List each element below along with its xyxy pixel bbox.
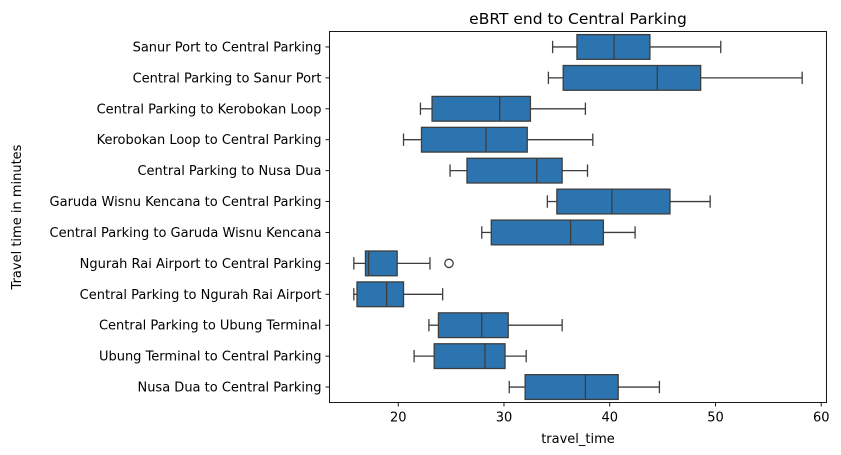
plot-frame [329,31,827,403]
box-group [546,188,711,215]
category-label: Ubung Terminal to Central Parking [99,350,322,365]
outlier-point [444,258,454,269]
box [356,281,405,308]
box-group [428,312,563,339]
x-tick-label: 60 [813,411,830,426]
category-label: Central Parking to Kerobokan Loop [97,102,322,117]
category-label: Central Parking to Sanur Port [133,71,322,86]
x-tick-label: 30 [496,411,513,426]
x-axis-title: travel_time [541,432,615,447]
x-tick-label: 20 [390,411,407,426]
box-group [551,33,722,60]
box [466,157,563,184]
box-group [353,250,454,277]
category-label: Sanur Port to Central Parking [133,40,322,55]
box [562,64,702,91]
box-group [481,219,636,246]
category-label: Central Parking to Nusa Dua [137,164,321,179]
box [433,343,506,370]
y-axis-title: Travel time in minutes [10,144,25,290]
category-label: Central Parking to Garuda Wisnu Kencana [50,226,322,241]
box [490,219,605,246]
box [420,126,528,153]
box [437,312,509,339]
box-group [449,157,589,184]
box [431,95,532,122]
x-tick-label: 50 [707,411,724,426]
box [524,374,619,401]
box-group [402,126,594,153]
box-group [353,281,444,308]
category-label: Central Parking to Ngurah Rai Airport [80,288,322,303]
chart-title: eBRT end to Central Parking [469,10,687,28]
y-axis-category-labels: Sanur Port to Central Parking Central Par… [50,40,330,396]
box [364,250,398,277]
box-group [413,343,527,370]
category-label: Central Parking to Ubung Terminal [99,319,322,334]
x-axis: 20 30 40 50 60 [390,402,830,426]
box [556,188,671,215]
category-label: Garuda Wisnu Kencana to Central Parking [50,195,322,210]
category-label: Kerobokan Loop to Central Parking [97,133,322,148]
box-group [419,95,587,122]
x-tick-label: 40 [601,411,618,426]
category-label: Ngurah Rai Airport to Central Parking [80,257,322,272]
box-group [547,64,803,91]
plot-area [353,33,803,401]
category-label: Nusa Dua to Central Parking [137,381,321,396]
box-group [508,374,661,401]
